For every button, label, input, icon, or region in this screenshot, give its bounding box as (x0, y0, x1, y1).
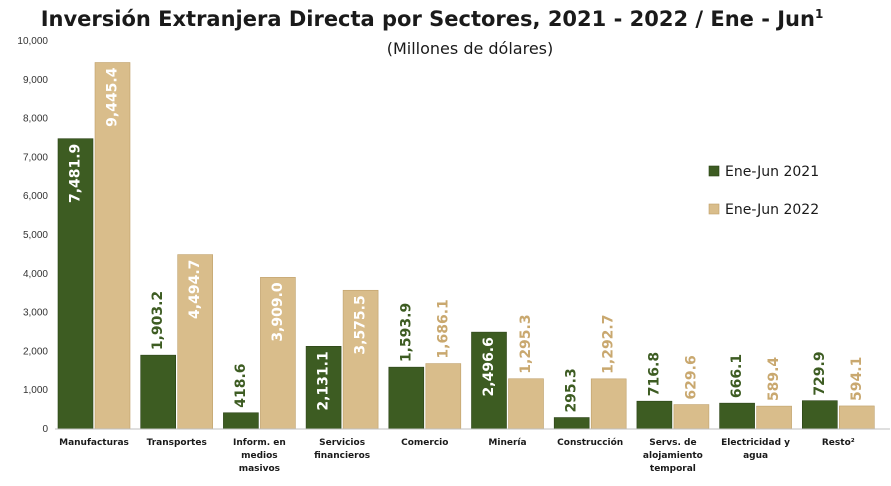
bar-2021 (553, 417, 590, 430)
chart-subtitle: (Millones de dólares) (387, 39, 554, 58)
x-tick-label: Inform. en medios masivos (233, 438, 286, 474)
y-tick-label: 9,000 (23, 75, 48, 86)
y-tick-label: 1,000 (23, 385, 48, 396)
y-tick-label: 6,000 (23, 191, 48, 202)
bar-2021 (305, 346, 342, 430)
x-tick-label: Minería (488, 438, 526, 448)
bar-2022 (177, 254, 213, 430)
data-label: 729.9 (812, 351, 828, 395)
legend-swatch (708, 165, 720, 177)
x-tick-label: Manufacturas (59, 438, 129, 448)
x-tick-label: Servs. de alojamiento temporal (643, 438, 703, 474)
data-label: 418.6 (233, 363, 249, 407)
data-label: 4,494.7 (187, 260, 203, 319)
bar-2021 (140, 354, 176, 430)
bar-2022 (673, 404, 710, 430)
data-label: 1,903.2 (150, 291, 166, 350)
data-label: 2,131.1 (316, 351, 332, 410)
x-axis: Manufacturas Transportes Inform. en medios m… (55, 428, 890, 474)
y-tick-label: 2,000 (23, 346, 48, 357)
legend: Ene-Jun 2021 Ene-Jun 2022 (708, 164, 819, 218)
data-label: 716.8 (646, 352, 662, 396)
bar-2022 (838, 405, 875, 430)
y-tick-label: 10,000 (17, 36, 48, 47)
chart-title-superscript: 1 (815, 7, 823, 21)
data-label: 1,593.9 (398, 303, 414, 362)
bar-2022 (94, 62, 131, 430)
y-axis: 0 1,000 2,000 3,000 4,000 5,000 6,000 7,000 8,00… (17, 36, 48, 435)
bar-2021 (636, 400, 673, 430)
y-tick-label: 8,000 (23, 114, 48, 125)
data-label: 7,481.9 (68, 144, 84, 203)
y-tick-label: 7,000 (23, 152, 48, 163)
legend-label: Ene-Jun 2022 (725, 202, 819, 218)
data-label: 295.3 (564, 368, 580, 412)
data-label: 589.4 (766, 357, 782, 402)
data-label: 3,909.0 (270, 282, 286, 342)
x-tick-label: Electricidad y agua (721, 438, 790, 461)
data-label: 1,295.3 (518, 314, 534, 373)
bar-2022 (508, 378, 544, 430)
y-tick-label: 5,000 (23, 230, 48, 241)
bars (57, 62, 875, 430)
x-tick-label: Transportes (147, 438, 207, 448)
data-label: 9,445.4 (105, 67, 121, 127)
x-tick-label: Construcción (557, 437, 623, 448)
data-label: 594.1 (849, 357, 865, 401)
data-label: 3,575.5 (353, 295, 369, 354)
bar-2022 (590, 378, 627, 430)
chart-title-main: Inversión Extranjera Directa por Sectore… (41, 7, 815, 31)
legend-swatch (708, 203, 720, 215)
bar-2021 (223, 412, 259, 430)
data-label: 1,686.1 (435, 299, 451, 358)
bar-2022 (756, 405, 792, 430)
bar-2022 (425, 363, 462, 430)
y-tick-label: 3,000 (23, 308, 48, 319)
y-tick-label: 4,000 (23, 269, 48, 280)
data-label: 1,292.7 (601, 314, 617, 373)
chart-title: Inversión Extranjera Directa por Sectore… (41, 7, 824, 31)
bar-2021 (388, 366, 425, 430)
y-tick-label: 0 (42, 424, 48, 435)
legend-label: Ene-Jun 2021 (725, 164, 819, 180)
data-label: 666.1 (729, 354, 745, 398)
bar-2022 (342, 289, 379, 430)
data-label: 2,496.6 (481, 337, 497, 396)
x-tick-label: Resto² (822, 438, 855, 448)
x-tick-label: Servicios financieros (314, 438, 370, 461)
bar-2022 (260, 277, 296, 430)
data-label: 629.6 (683, 355, 699, 399)
bar-2021 (801, 400, 838, 430)
x-tick-label: Comercio (401, 438, 448, 448)
data-labels: 7,481.9 9,445.4 1,903.2 4,494.7 418.6 3,909.0… (68, 67, 865, 412)
bar-2021 (57, 138, 94, 430)
bar-2021 (719, 402, 755, 430)
